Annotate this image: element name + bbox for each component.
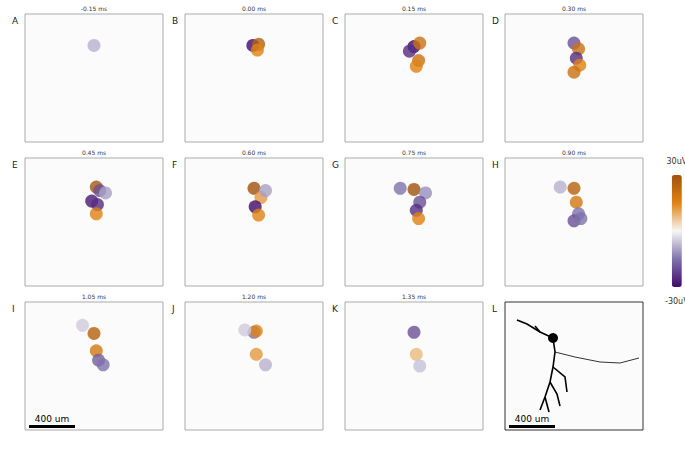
svg-text:-30uV: -30uV <box>665 297 685 306</box>
svg-text:D: D <box>492 16 499 26</box>
svg-text:400 um: 400 um <box>35 414 70 424</box>
svg-text:K: K <box>332 304 339 314</box>
svg-text:-0.15 ms: -0.15 ms <box>81 5 107 12</box>
svg-text:I: I <box>12 304 15 314</box>
svg-text:A: A <box>12 16 19 26</box>
svg-text:B: B <box>172 16 178 26</box>
svg-text:J: J <box>171 304 175 314</box>
svg-text:E: E <box>12 160 18 170</box>
svg-text:1.05 ms: 1.05 ms <box>82 293 106 300</box>
svg-text:0.45 ms: 0.45 ms <box>82 149 106 156</box>
svg-text:0.15 ms: 0.15 ms <box>402 5 426 12</box>
svg-text:G: G <box>332 160 339 170</box>
svg-text:30uV: 30uV <box>666 157 685 166</box>
svg-text:400 um: 400 um <box>515 414 550 424</box>
svg-text:H: H <box>492 160 499 170</box>
svg-text:0.60 ms: 0.60 ms <box>242 149 266 156</box>
svg-text:F: F <box>172 160 177 170</box>
svg-text:L: L <box>492 304 497 314</box>
svg-text:C: C <box>332 16 338 26</box>
svg-text:1.35 ms: 1.35 ms <box>402 293 426 300</box>
svg-text:0.30 ms: 0.30 ms <box>562 5 586 12</box>
svg-text:0.00 ms: 0.00 ms <box>242 5 266 12</box>
svg-text:1.20 ms: 1.20 ms <box>242 293 266 300</box>
svg-text:0.75 ms: 0.75 ms <box>402 149 426 156</box>
svg-text:0.90 ms: 0.90 ms <box>562 149 586 156</box>
